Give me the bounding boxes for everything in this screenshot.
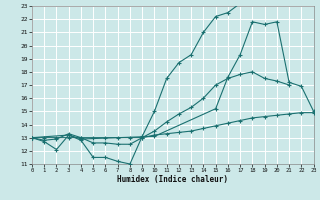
X-axis label: Humidex (Indice chaleur): Humidex (Indice chaleur) — [117, 175, 228, 184]
